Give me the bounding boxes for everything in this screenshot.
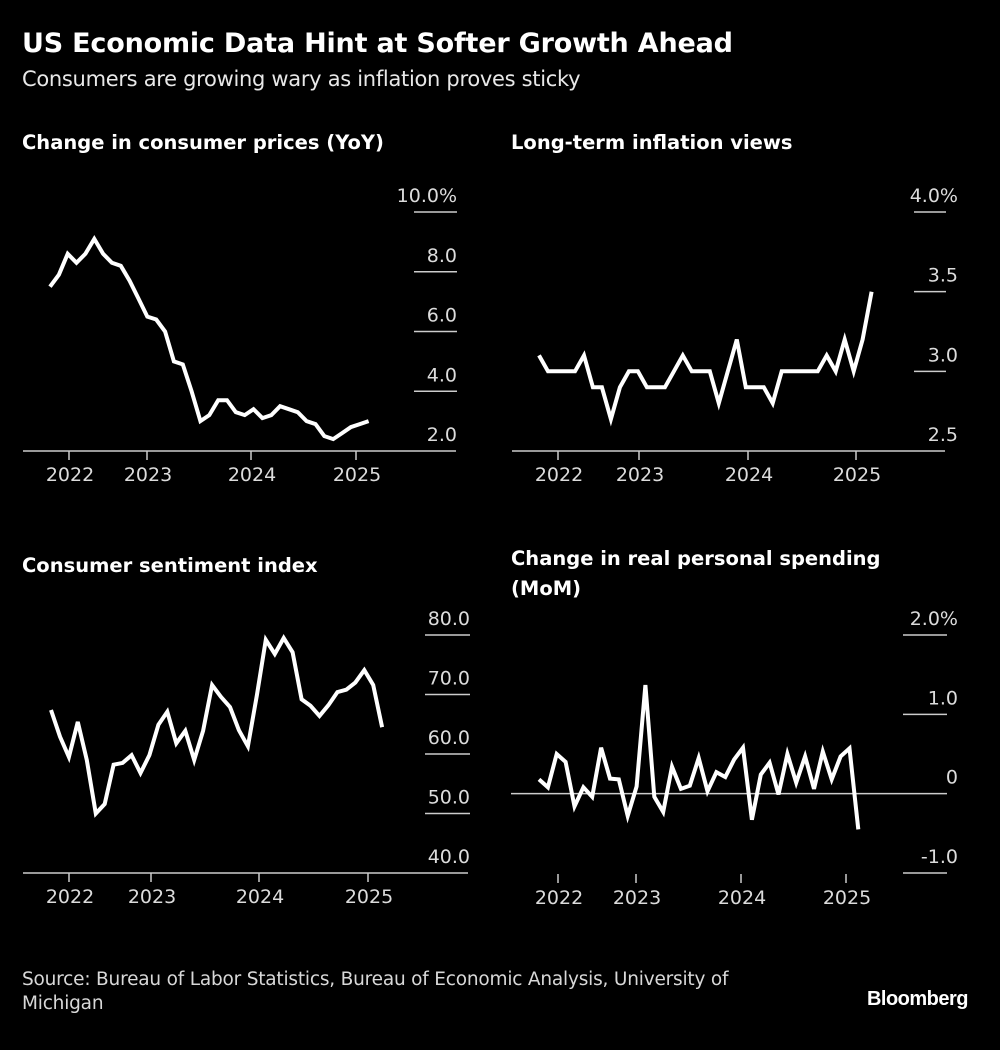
- y-tick-label: 60.0: [428, 727, 470, 749]
- x-tick-label: 2024: [725, 464, 773, 486]
- chart-cpi: 10.0% 8.0 6.0 4.0 2.0 2022 2023 2024 2025: [23, 185, 457, 486]
- x-tick-label: 2023: [613, 887, 661, 909]
- x-tick-label: 2022: [535, 464, 583, 486]
- x-tick-label: 2024: [236, 886, 284, 908]
- x-tick-label: 2024: [718, 887, 766, 909]
- x-tick-label: 2022: [46, 886, 94, 908]
- y-tick-label: 6.0: [427, 305, 457, 327]
- y-tick-label: 40.0: [428, 846, 470, 868]
- y-tick-label: 2.0: [427, 424, 457, 446]
- x-tick-label: 2023: [128, 886, 176, 908]
- x-tick-label: 2025: [345, 886, 393, 908]
- series-line: [48, 234, 370, 442]
- y-tick-label: 50.0: [428, 787, 470, 809]
- x-tick-label: 2023: [124, 464, 172, 486]
- chart-sentiment: 80.0 70.0 60.0 50.0 40.0 2022 2023 2024 2025: [23, 608, 470, 908]
- x-tick-label: 2022: [535, 887, 583, 909]
- y-tick-label: 3.5: [928, 265, 958, 287]
- x-tick-label: 2023: [616, 464, 664, 486]
- y-tick-label: 4.0%: [910, 185, 958, 207]
- y-tick-label: 1.0: [928, 687, 958, 709]
- series-line: [49, 634, 385, 818]
- page-subtitle: Consumers are growing wary as inflation …: [22, 67, 581, 91]
- x-tick-label: 2025: [823, 887, 871, 909]
- x-tick-label: 2025: [333, 464, 381, 486]
- chart-spending: 2.0% 1.0 0 -1.0 2022 2023 2024 2025: [511, 608, 958, 909]
- chart-title-sentiment: Consumer sentiment index: [22, 554, 318, 577]
- y-tick-label: 2.0%: [910, 608, 958, 630]
- x-tick-label: 2024: [228, 464, 276, 486]
- series-line: [537, 684, 861, 830]
- y-tick-label: 10.0%: [397, 185, 457, 207]
- chart-title-inflation-views: Long-term inflation views: [511, 131, 793, 154]
- bloomberg-logo: Bloomberg: [866, 988, 969, 1010]
- chart-title-cpi: Change in consumer prices (YoY): [22, 131, 384, 154]
- series-line: [537, 291, 874, 427]
- x-tick-label: 2022: [46, 464, 94, 486]
- y-tick-label: 2.5: [928, 424, 958, 446]
- y-tick-label: 8.0: [427, 245, 457, 267]
- y-tick-label: 80.0: [428, 608, 470, 630]
- chart-title-spending: Change in real personal spending (MoM): [511, 547, 881, 600]
- source-note: Source: Bureau of Labor Statistics, Bure…: [22, 969, 729, 1014]
- y-tick-label: 70.0: [428, 668, 470, 690]
- chart-inflation-views: 4.0% 3.5 3.0 2.5 2022 2023 2024 2025: [512, 185, 958, 486]
- x-tick-label: 2025: [833, 464, 881, 486]
- y-tick-label: 3.0: [928, 344, 958, 366]
- page-title: US Economic Data Hint at Softer Growth A…: [22, 28, 733, 59]
- y-tick-label: 4.0: [427, 364, 457, 386]
- y-tick-label: -1.0: [921, 846, 958, 868]
- y-tick-label: 0: [946, 767, 958, 789]
